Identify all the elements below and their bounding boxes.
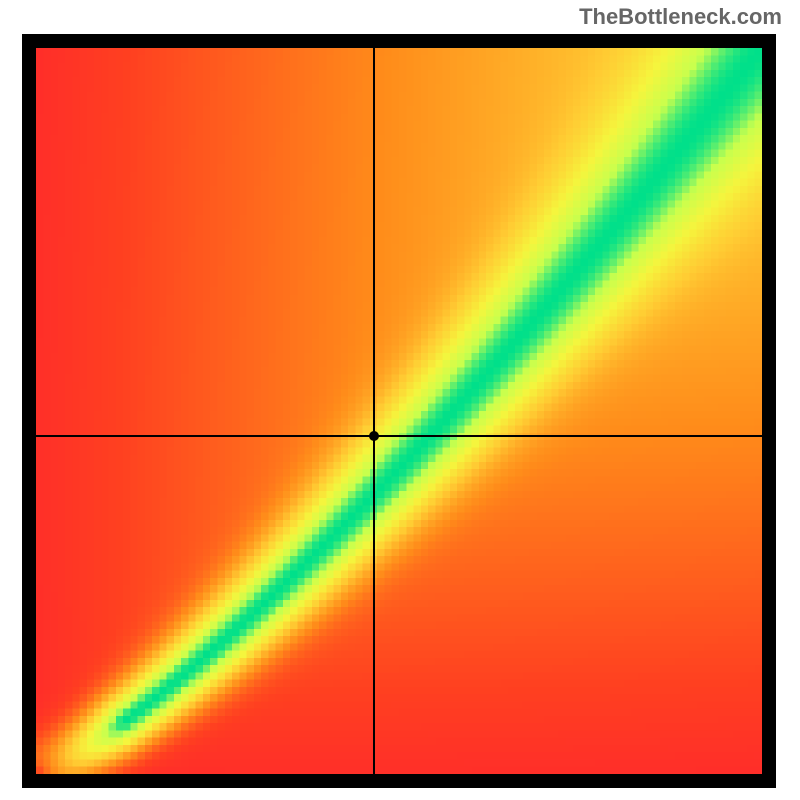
watermark-text: TheBottleneck.com (579, 4, 782, 30)
selected-point-marker (369, 431, 379, 441)
bottleneck-heatmap (36, 48, 762, 774)
figure-container: TheBottleneck.com (0, 0, 800, 800)
crosshair-horizontal (36, 435, 762, 437)
crosshair-vertical (373, 48, 375, 774)
